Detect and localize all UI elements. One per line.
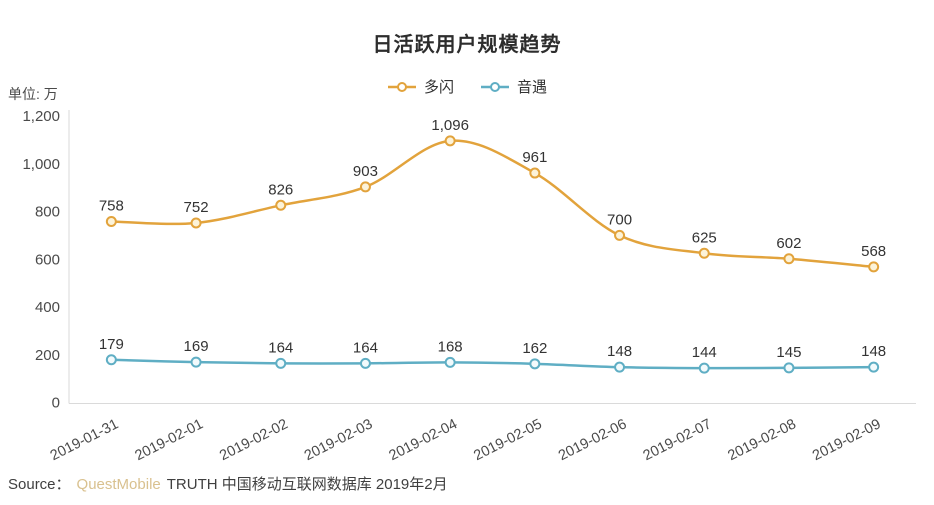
svg-text:903: 903 <box>353 163 378 180</box>
svg-text:1,000: 1,000 <box>22 156 60 173</box>
svg-text:2019-02-02: 2019-02-02 <box>217 416 290 464</box>
svg-text:2019-02-04: 2019-02-04 <box>387 416 460 464</box>
svg-text:826: 826 <box>268 181 293 198</box>
chart-title: 日活跃用户规模趋势 <box>372 34 562 56</box>
svg-text:200: 200 <box>35 347 60 364</box>
svg-text:168: 168 <box>438 338 463 355</box>
legend-label-duoshan: 多闪 <box>423 79 454 96</box>
svg-text:2019-01-31: 2019-01-31 <box>48 416 121 464</box>
svg-text:164: 164 <box>268 339 293 356</box>
legend-line-marker-icon <box>387 81 416 92</box>
svg-text:758: 758 <box>99 198 124 215</box>
x-axis-labels: 2019-01-31 2019-02-01 2019-02-02 2019-02-03… <box>48 416 884 464</box>
legend-item-yinyu[interactable]: 音遇 <box>480 76 547 97</box>
source-line: Source： QuestMobile TRUTH 中国移动互联网数据库 2019年… <box>8 473 448 494</box>
source-text: TRUTH 中国移动互联网数据库 2019年2月 <box>166 476 448 493</box>
svg-text:144: 144 <box>692 344 717 361</box>
source-brand: QuestMobile <box>76 476 161 493</box>
svg-text:800: 800 <box>35 204 60 221</box>
svg-text:700: 700 <box>607 211 632 228</box>
source-prefix: Source： <box>8 476 71 493</box>
svg-text:162: 162 <box>522 340 547 357</box>
svg-text:2019-02-09: 2019-02-09 <box>810 416 883 464</box>
svg-text:179: 179 <box>99 336 124 353</box>
svg-text:2019-02-03: 2019-02-03 <box>302 416 375 464</box>
svg-text:568: 568 <box>861 243 886 260</box>
svg-text:2019-02-05: 2019-02-05 <box>471 416 544 464</box>
y-axis-unit-label: 单位: 万 <box>8 86 58 102</box>
svg-text:169: 169 <box>184 338 209 355</box>
legend-label-yinyu: 音遇 <box>517 79 548 96</box>
svg-text:625: 625 <box>692 229 717 246</box>
svg-text:2019-02-07: 2019-02-07 <box>641 416 714 464</box>
svg-text:148: 148 <box>861 343 886 360</box>
legend-line-marker-icon <box>481 81 509 92</box>
legend: 多闪 音遇 <box>0 76 934 97</box>
svg-text:2019-02-01: 2019-02-01 <box>133 416 206 464</box>
svg-text:0: 0 <box>52 395 60 412</box>
svg-text:2019-02-08: 2019-02-08 <box>725 416 798 464</box>
svg-text:164: 164 <box>353 339 378 356</box>
svg-text:400: 400 <box>35 299 60 316</box>
svg-text:145: 145 <box>776 344 801 361</box>
svg-text:1,200: 1,200 <box>22 108 60 125</box>
svg-text:600: 600 <box>35 251 60 268</box>
svg-text:961: 961 <box>522 149 547 166</box>
svg-text:602: 602 <box>776 235 801 252</box>
legend-item-duoshan[interactable]: 多闪 <box>387 76 454 97</box>
svg-text:1,096: 1,096 <box>431 117 469 134</box>
svg-text:2019-02-06: 2019-02-06 <box>556 416 629 464</box>
svg-text:752: 752 <box>184 199 209 216</box>
axes <box>68 110 916 404</box>
svg-text:148: 148 <box>607 343 632 360</box>
series-duoshan: 758 752 826 903 1,096 961 700 625 602 568 <box>99 117 886 273</box>
y-axis-labels: 0 200 400 600 800 1,000 1,200 <box>22 108 60 412</box>
series-yinyu: 179 169 164 164 168 162 148 144 145 148 <box>99 336 886 374</box>
